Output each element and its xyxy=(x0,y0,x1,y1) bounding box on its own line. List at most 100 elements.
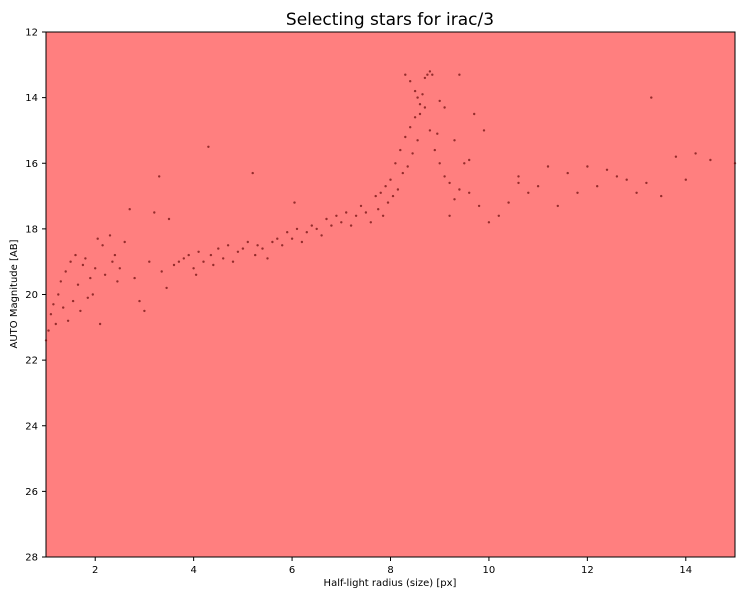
data-point xyxy=(458,188,461,191)
data-point xyxy=(300,240,304,244)
data-point xyxy=(158,175,161,178)
data-point xyxy=(118,267,122,270)
data-point xyxy=(281,244,284,247)
data-point xyxy=(231,260,235,263)
data-point xyxy=(409,80,412,83)
data-point xyxy=(89,276,92,280)
data-point xyxy=(345,211,348,214)
data-point xyxy=(381,214,385,217)
data-point xyxy=(325,217,328,221)
data-point xyxy=(212,263,215,267)
x-tick-label: 4 xyxy=(190,565,196,576)
x-tick-label: 8 xyxy=(387,565,393,576)
data-point xyxy=(335,214,338,217)
data-point xyxy=(177,260,181,263)
data-point xyxy=(192,267,195,270)
data-point xyxy=(428,70,432,73)
data-point xyxy=(76,283,80,286)
data-point xyxy=(468,158,471,162)
data-point xyxy=(709,158,712,162)
data-point xyxy=(276,237,279,240)
data-point xyxy=(261,247,264,250)
data-point xyxy=(153,211,156,214)
data-point xyxy=(436,132,439,135)
data-point xyxy=(101,244,104,247)
data-point xyxy=(47,329,50,332)
data-point xyxy=(438,162,441,165)
data-point xyxy=(52,303,55,306)
data-point xyxy=(59,280,62,283)
data-point xyxy=(293,201,296,204)
data-point xyxy=(98,322,102,326)
data-point xyxy=(271,240,274,244)
y-tick-label: 18 xyxy=(25,224,38,235)
data-point xyxy=(650,96,653,99)
data-point xyxy=(182,257,185,260)
data-point xyxy=(266,257,269,260)
data-point xyxy=(295,227,299,231)
data-point xyxy=(79,309,82,313)
data-point xyxy=(660,194,663,198)
data-point xyxy=(389,178,392,181)
data-point xyxy=(635,191,638,194)
data-point xyxy=(586,165,589,168)
data-point xyxy=(143,309,146,313)
data-point xyxy=(187,253,190,257)
data-point xyxy=(374,194,377,198)
data-point xyxy=(359,204,363,208)
data-point xyxy=(236,250,240,253)
data-point xyxy=(448,214,451,217)
data-point xyxy=(241,247,245,250)
data-point xyxy=(116,280,119,283)
data-point xyxy=(44,339,48,342)
data-point xyxy=(694,152,697,155)
data-point xyxy=(74,253,77,257)
data-point xyxy=(384,185,387,188)
data-point xyxy=(431,73,434,76)
data-point xyxy=(453,198,456,201)
data-point xyxy=(133,276,136,280)
data-point xyxy=(416,139,419,142)
data-point xyxy=(71,299,75,303)
data-point xyxy=(418,112,422,116)
data-point xyxy=(527,191,530,194)
data-point xyxy=(473,112,476,116)
data-point xyxy=(217,247,220,250)
data-point xyxy=(91,293,95,296)
data-point xyxy=(416,96,419,99)
data-point xyxy=(123,240,126,244)
data-point xyxy=(202,260,205,263)
data-point xyxy=(128,208,131,211)
data-point xyxy=(566,171,569,175)
data-point xyxy=(596,185,599,188)
data-point xyxy=(423,106,427,109)
data-point xyxy=(108,234,112,237)
data-point xyxy=(733,162,737,165)
data-point xyxy=(290,237,294,240)
data-point xyxy=(207,145,210,148)
data-point xyxy=(645,181,648,185)
data-point xyxy=(423,76,427,80)
data-point xyxy=(453,139,456,142)
data-point xyxy=(209,253,213,257)
y-tick-label: 16 xyxy=(25,159,38,170)
data-point xyxy=(165,286,168,290)
data-point xyxy=(113,253,117,257)
data-point xyxy=(448,181,451,185)
plot-area xyxy=(45,31,736,558)
data-point xyxy=(49,313,53,316)
data-point xyxy=(286,231,289,234)
data-points xyxy=(44,70,737,342)
data-point xyxy=(487,221,491,224)
data-point xyxy=(404,135,407,139)
data-point xyxy=(256,244,259,247)
data-point xyxy=(377,208,380,211)
data-point xyxy=(69,260,72,263)
x-axis-ticks: 2 4 6 8 10 12 14 xyxy=(92,557,692,576)
y-tick-label: 22 xyxy=(25,356,38,367)
data-point xyxy=(401,171,404,175)
data-point xyxy=(197,250,200,253)
data-point xyxy=(399,148,402,152)
data-point xyxy=(406,165,409,168)
